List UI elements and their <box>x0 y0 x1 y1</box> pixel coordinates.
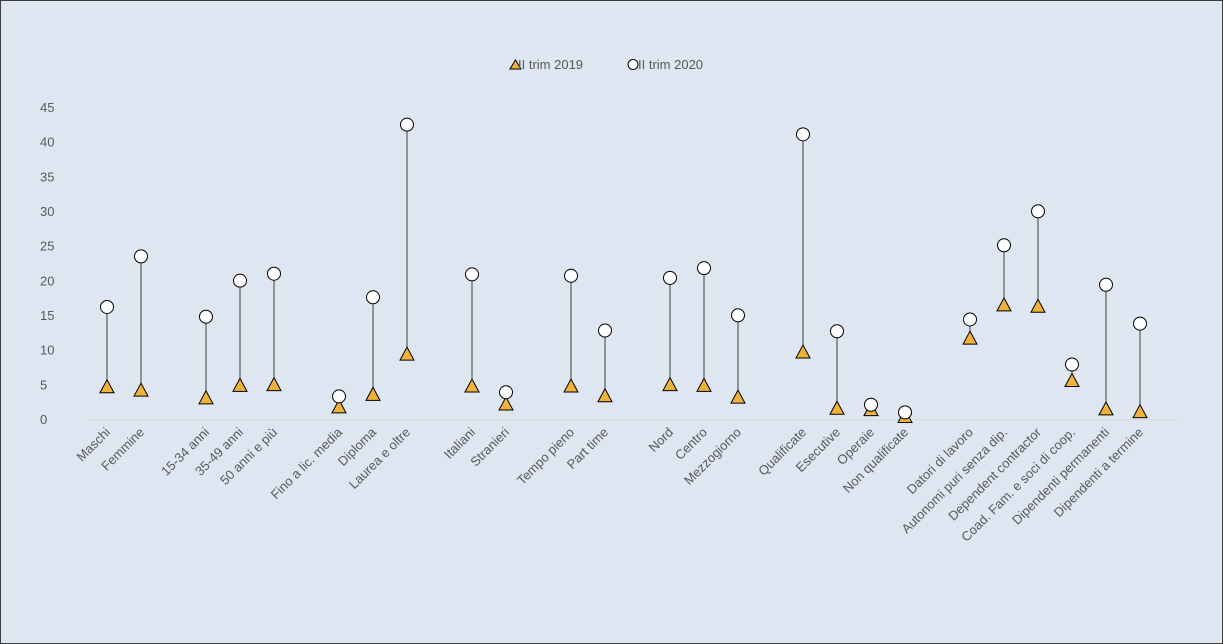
y-tick-label: 10 <box>40 343 54 358</box>
y-tick-label: 30 <box>40 204 54 219</box>
point-2020 <box>332 389 346 404</box>
point-2019 <box>996 296 1012 312</box>
point-2019 <box>133 382 149 397</box>
point-2020 <box>898 405 912 420</box>
point-2019 <box>1030 298 1046 313</box>
point-2019 <box>1064 372 1080 387</box>
point-2020 <box>564 268 578 283</box>
point-2019 <box>795 343 811 359</box>
point-2020 <box>1099 277 1113 292</box>
point-2020 <box>1133 316 1147 331</box>
point-2020 <box>997 238 1011 253</box>
point-2019 <box>399 346 415 361</box>
point-2020 <box>366 290 380 305</box>
point-2020 <box>199 309 213 324</box>
connector-lines <box>106 124 1141 417</box>
point-2019 <box>662 376 678 392</box>
point-2019 <box>99 378 115 394</box>
point-2020 <box>1065 357 1079 372</box>
y-tick-label: 0 <box>40 412 47 427</box>
data-markers <box>99 117 1148 424</box>
point-2019 <box>829 400 845 415</box>
point-2019 <box>730 389 746 404</box>
legend-marker-2020 <box>627 59 639 70</box>
legend-label-2019: II trim 2019 <box>518 57 583 72</box>
point-2019 <box>198 389 214 405</box>
point-2020 <box>100 299 114 314</box>
point-2019 <box>464 377 480 393</box>
point-2019 <box>1132 403 1148 419</box>
y-tick-label: 20 <box>40 273 54 288</box>
point-2019 <box>331 398 347 414</box>
y-tick-label: 45 <box>40 100 54 115</box>
point-2020 <box>830 324 844 339</box>
legend-marker-2019 <box>509 59 522 70</box>
point-2019 <box>962 330 978 345</box>
y-tick-label: 15 <box>40 308 54 323</box>
point-2020 <box>864 397 878 412</box>
point-2020 <box>663 270 677 285</box>
point-2020 <box>1031 204 1045 219</box>
point-2020 <box>233 273 247 288</box>
point-2020 <box>267 266 281 281</box>
y-tick-label: 40 <box>40 135 54 150</box>
point-2019 <box>1098 400 1114 416</box>
point-2020 <box>465 267 479 282</box>
point-2020 <box>963 312 977 327</box>
point-2020 <box>134 249 148 264</box>
point-2020 <box>598 323 612 338</box>
y-tick-label: 35 <box>40 169 54 184</box>
point-2019 <box>498 395 514 411</box>
point-2020 <box>731 308 745 323</box>
point-2019 <box>365 386 381 401</box>
point-2020 <box>499 385 513 400</box>
y-axis: 0 5 10 15 20 25 30 35 40 45 <box>40 100 54 427</box>
legend: II trim 2019 II trim 2020 <box>509 57 703 72</box>
point-2019 <box>232 377 248 392</box>
point-2020 <box>796 127 810 142</box>
point-2019 <box>266 376 282 392</box>
category-label: Nord <box>646 425 677 456</box>
y-tick-label: 25 <box>40 239 54 254</box>
point-2019 <box>597 387 613 403</box>
y-tick-label: 5 <box>40 377 47 392</box>
point-2020 <box>400 117 414 132</box>
point-2019 <box>563 377 579 393</box>
point-2020 <box>697 261 711 276</box>
point-2019 <box>696 377 712 392</box>
legend-label-2020: II trim 2020 <box>638 57 703 72</box>
